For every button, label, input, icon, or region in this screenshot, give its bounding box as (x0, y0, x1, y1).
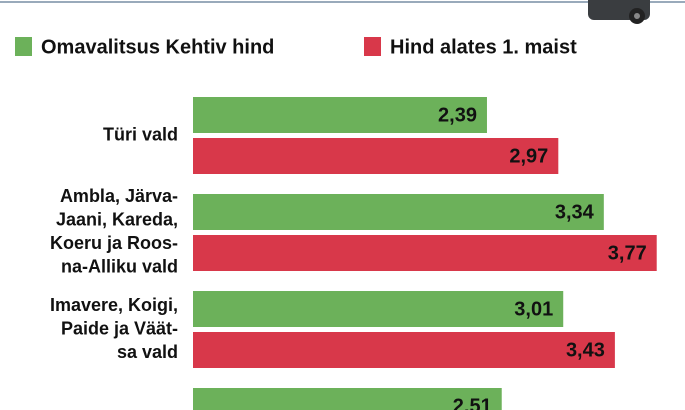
bar (193, 235, 657, 271)
bar (193, 97, 487, 133)
value-label: 3,34 (555, 201, 595, 223)
value-label: 2,97 (509, 145, 548, 167)
value-label: 2,51 (453, 395, 492, 410)
bar (193, 194, 604, 230)
bin-icon (588, 0, 650, 24)
bar (193, 332, 615, 368)
category-label: Ambla, Järva- (60, 186, 178, 206)
legend-swatch (364, 37, 381, 56)
value-label: 2,39 (438, 104, 477, 126)
legend-label: Hind alates 1. maist (390, 36, 577, 58)
legend-swatch (15, 37, 32, 56)
category-label: na-Alliku vald (61, 257, 178, 277)
category-label: sa vald (117, 342, 178, 362)
category-label: Jaani, Kareda, (56, 210, 178, 230)
category-label: Türi vald (103, 124, 178, 144)
bar (193, 138, 559, 174)
category-label: Koeru ja Roos- (50, 233, 178, 253)
legend-label: Omavalitsus Kehtiv hind (41, 36, 274, 58)
value-label: 3,01 (514, 298, 553, 320)
value-label: 3,43 (566, 339, 605, 361)
value-label: 3,77 (608, 242, 647, 264)
bar (193, 388, 502, 410)
category-label: Imavere, Koigi, (50, 295, 178, 315)
bar (193, 291, 564, 327)
category-label: Paide ja Väät- (61, 318, 178, 338)
